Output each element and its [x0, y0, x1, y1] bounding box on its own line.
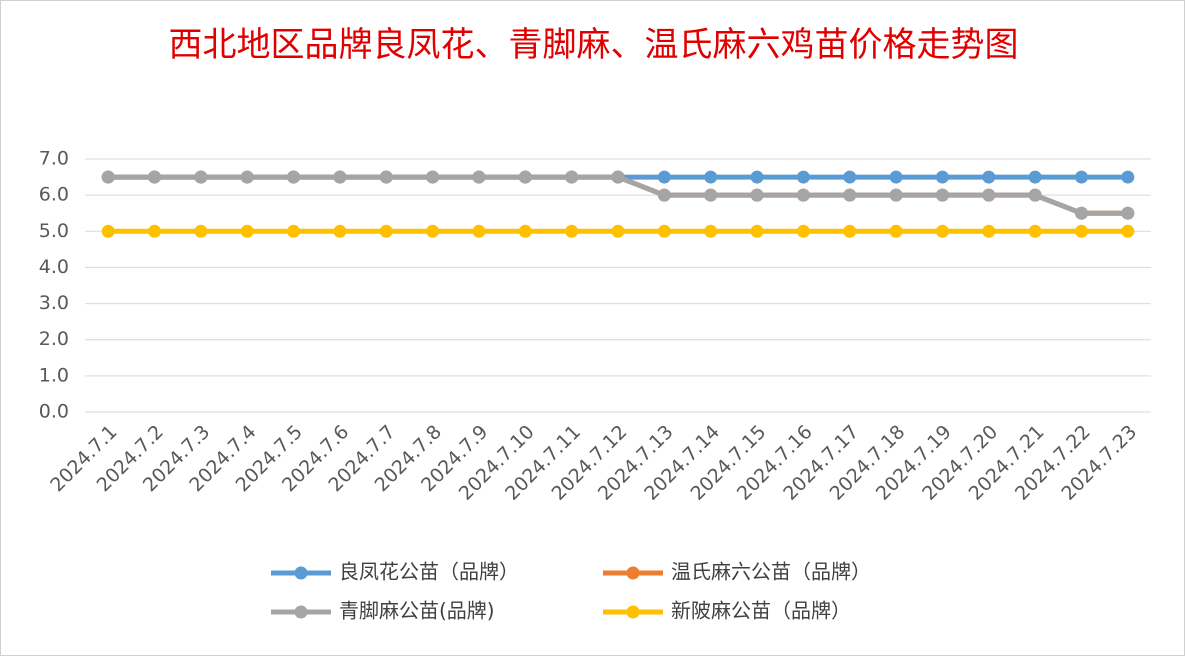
data-point	[704, 224, 718, 238]
data-point	[796, 188, 810, 202]
data-point	[935, 224, 949, 238]
legend-label: 青脚麻公苗(品牌)	[339, 599, 495, 623]
data-point	[750, 188, 764, 202]
data-point	[611, 170, 625, 184]
chart-title: 西北地区品牌良凤花、青脚麻、温氏麻六鸡苗价格走势图	[168, 25, 1019, 65]
data-point	[426, 224, 440, 238]
data-point	[1121, 206, 1135, 220]
data-point	[101, 224, 115, 238]
data-point	[796, 170, 810, 184]
legend-marker	[294, 605, 308, 619]
data-point	[796, 224, 810, 238]
data-point	[889, 188, 903, 202]
data-point	[889, 170, 903, 184]
data-point	[565, 224, 579, 238]
data-point	[1074, 224, 1088, 238]
legend-marker	[294, 566, 308, 580]
data-point	[982, 188, 996, 202]
data-point	[472, 170, 486, 184]
data-point	[1074, 206, 1088, 220]
data-point	[750, 224, 764, 238]
data-point	[704, 188, 718, 202]
data-point	[1074, 170, 1088, 184]
data-point	[518, 170, 532, 184]
y-tick-label: 7.0	[39, 148, 69, 170]
y-tick-label: 6.0	[39, 184, 69, 206]
y-tick-label: 2.0	[39, 328, 69, 350]
data-point	[657, 170, 671, 184]
data-point	[982, 224, 996, 238]
data-point	[379, 224, 393, 238]
data-point	[379, 170, 393, 184]
data-point	[194, 224, 208, 238]
data-point	[1028, 170, 1042, 184]
data-point	[889, 224, 903, 238]
data-point	[1028, 224, 1042, 238]
data-point	[935, 170, 949, 184]
data-point	[333, 224, 347, 238]
legend-label: 良凤花公苗（品牌）	[339, 560, 519, 584]
data-point	[1121, 224, 1135, 238]
data-point	[982, 170, 996, 184]
data-point	[287, 224, 301, 238]
data-point	[101, 170, 115, 184]
data-point	[565, 170, 579, 184]
data-point	[704, 170, 718, 184]
data-point	[611, 224, 625, 238]
data-point	[750, 170, 764, 184]
legend-label: 新陂麻公苗（品牌）	[671, 599, 851, 623]
data-point	[518, 224, 532, 238]
data-point	[843, 170, 857, 184]
legend-label: 温氏麻六公苗（品牌）	[671, 560, 871, 584]
data-point	[148, 170, 162, 184]
data-point	[1121, 170, 1135, 184]
data-point	[333, 170, 347, 184]
legend-marker	[626, 605, 640, 619]
data-point	[287, 170, 301, 184]
data-point	[426, 170, 440, 184]
y-tick-label: 0.0	[39, 401, 69, 423]
data-point	[843, 224, 857, 238]
y-tick-label: 1.0	[39, 364, 69, 386]
data-point	[194, 170, 208, 184]
data-point	[148, 224, 162, 238]
data-point	[657, 224, 671, 238]
data-point	[1028, 188, 1042, 202]
data-point	[240, 224, 254, 238]
y-tick-label: 3.0	[39, 292, 69, 314]
data-point	[935, 188, 949, 202]
legend-marker	[626, 566, 640, 580]
data-point	[843, 188, 857, 202]
data-point	[240, 170, 254, 184]
y-tick-label: 4.0	[39, 256, 69, 278]
data-point	[657, 188, 671, 202]
y-tick-label: 5.0	[39, 220, 69, 242]
data-point	[472, 224, 486, 238]
